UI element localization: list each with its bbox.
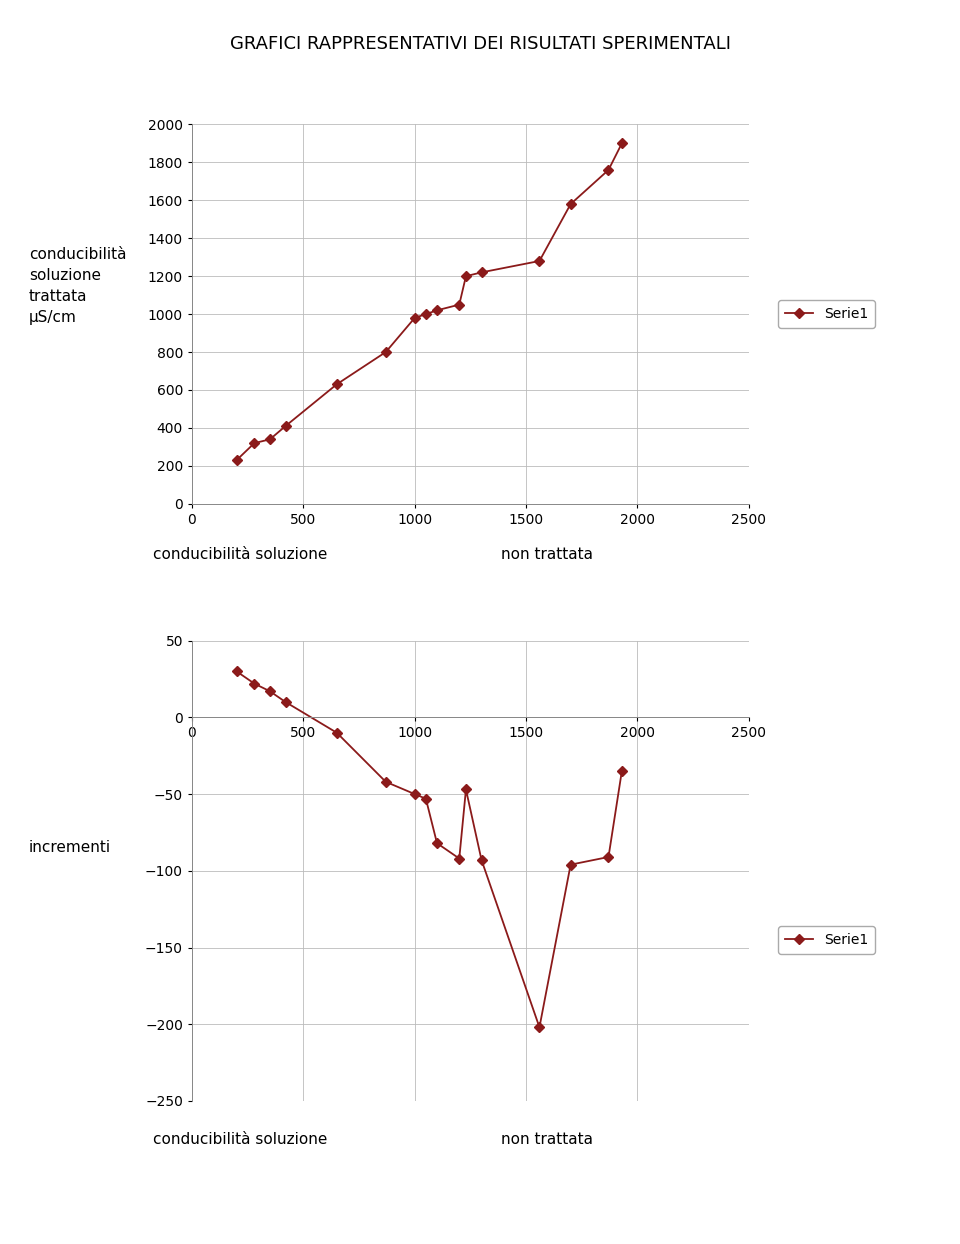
Legend: Serie1: Serie1	[778, 926, 876, 954]
Text: conducibilità
soluzione
trattata
μS/cm: conducibilità soluzione trattata μS/cm	[29, 248, 127, 325]
Text: conducibilità soluzione: conducibilità soluzione	[153, 1132, 327, 1147]
Text: non trattata: non trattata	[501, 547, 593, 562]
Text: incrementi: incrementi	[29, 840, 111, 856]
Text: conducibilità soluzione: conducibilità soluzione	[153, 547, 327, 562]
Text: non trattata: non trattata	[501, 1132, 593, 1147]
Text: GRAFICI RAPPRESENTATIVI DEI RISULTATI SPERIMENTALI: GRAFICI RAPPRESENTATIVI DEI RISULTATI SP…	[229, 35, 731, 52]
Legend: Serie1: Serie1	[778, 300, 876, 328]
